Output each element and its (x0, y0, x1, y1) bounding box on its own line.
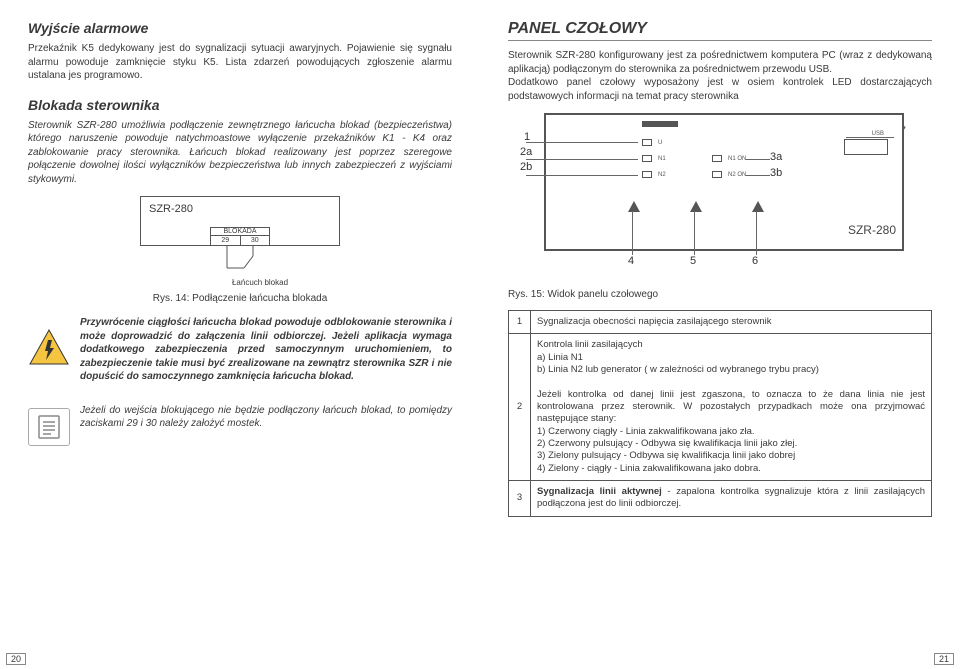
front-panel-diagram: 1 2a 2b 7 U N1 N2 (544, 113, 904, 251)
led-U (642, 139, 652, 146)
fig14-caption: Rys. 14: Podłączenie łańcucha blokada (28, 293, 452, 304)
heading-alarm: Wyjście alarmowe (28, 20, 452, 36)
label-6: 6 (752, 255, 758, 267)
chain-label: Łańcuch blokad (180, 278, 340, 287)
label-2b: 2b (520, 161, 532, 173)
led-N2ON (712, 171, 722, 178)
chain-svg (200, 246, 280, 276)
legend-1-text: Sygnalizacja obecności napięcia zasilają… (531, 311, 932, 334)
led-N2 (642, 171, 652, 178)
led-N1-label: N1 (658, 156, 666, 162)
label-2a: 2a (520, 146, 532, 158)
note-icon (28, 408, 70, 446)
fig15-caption: Rys. 15: Widok panelu czołowego (508, 289, 932, 300)
legend-table: 1 Sygnalizacja obecności napięcia zasila… (508, 310, 932, 517)
warning-text: Przywrócenie ciągłości łańcucha blokad p… (80, 316, 452, 384)
terminal-29: 29 (211, 236, 241, 245)
warning-icon (28, 328, 70, 366)
para-panel: Sterownik SZR-280 konfigurowany jest za … (508, 49, 932, 103)
led-N1 (642, 155, 652, 162)
label-4: 4 (628, 255, 634, 267)
szr-title: SZR-280 (149, 203, 331, 215)
led-N1ON (712, 155, 722, 162)
blokada-terminal: BLOKADA 29 30 (210, 227, 270, 246)
szr-diagram: SZR-280 BLOKADA 29 30 Łańcuch blokad (140, 196, 340, 287)
left-page: Wyjście alarmowe Przekaźnik K5 dedykowan… (0, 0, 480, 669)
brand-mark (642, 119, 678, 129)
warning-block: Przywrócenie ciągłości łańcucha blokad p… (28, 316, 452, 394)
led-N2-label: N2 (658, 172, 666, 178)
heading-lock: Blokada sterownika (28, 97, 452, 113)
label-5: 5 (690, 255, 696, 267)
para-alarm: Przekaźnik K5 dedykowany jest do sygnali… (28, 42, 452, 83)
legend-3-num: 3 (509, 481, 531, 517)
note-block: Jeżeli do wejścia blokującego nie będzie… (28, 404, 452, 446)
blokada-label: BLOKADA (211, 228, 269, 236)
led-N2ON-label: N2 ON (728, 172, 746, 178)
right-page: PANEL CZOŁOWY Sterownik SZR-280 konfigur… (480, 0, 960, 669)
page-number-left: 20 (6, 653, 26, 665)
page-number-right: 21 (934, 653, 954, 665)
led-U-label: U (658, 140, 662, 146)
panel-szr-label: SZR-280 (848, 223, 896, 237)
label-3b: 3b (770, 167, 782, 179)
label-3a: 3a (770, 151, 782, 163)
heading-panel: PANEL CZOŁOWY (508, 20, 932, 41)
legend-2-num: 2 (509, 334, 531, 481)
legend-2-text: Kontrola linii zasilających a) Linia N1 … (531, 334, 932, 481)
usb-port (844, 139, 888, 155)
led-N1ON-label: N1 ON (728, 156, 746, 162)
legend-1-num: 1 (509, 311, 531, 334)
note-text: Jeżeli do wejścia blokującego nie będzie… (80, 404, 452, 431)
legend-3-text: Sygnalizacja linii aktywnej - zapalona k… (531, 481, 932, 517)
terminal-30: 30 (241, 236, 270, 245)
para-lock: Sterownik SZR-280 umożliwia podłączenie … (28, 119, 452, 187)
